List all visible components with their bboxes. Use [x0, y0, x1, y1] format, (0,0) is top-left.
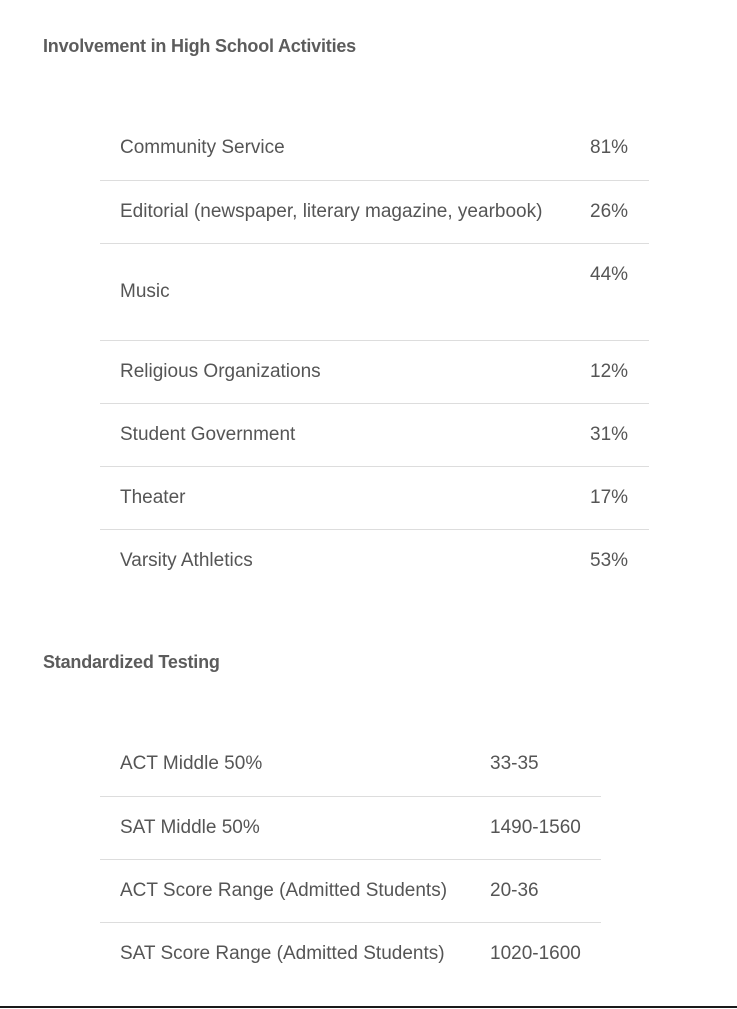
test-score: 33-35: [490, 753, 539, 775]
activity-label: Editorial (newspaper, literary magazine,…: [100, 179, 590, 243]
activity-percentage: 44%: [590, 242, 649, 340]
test-score: 1020-1600: [490, 921, 601, 985]
activity-label: Religious Organizations: [100, 339, 590, 403]
table-row: Religious Organizations 12%: [100, 339, 649, 403]
activity-label: Varsity Athletics: [100, 528, 590, 592]
activity-percentage: 12%: [590, 339, 649, 403]
activity-percentage: 53%: [590, 528, 649, 592]
activities-table: Community Service 81% Editorial (newspap…: [100, 117, 649, 592]
test-score: 20-36: [490, 858, 601, 922]
bottom-divider: [0, 1006, 737, 1008]
activity-percentage: 81%: [590, 137, 629, 159]
table-row: ACT Middle 50% 33-35: [100, 733, 601, 796]
activity-percentage: 17%: [590, 465, 649, 529]
activity-label: Community Service: [120, 137, 285, 159]
testing-table: ACT Middle 50% 33-35 SAT Middle 50% 1490…: [100, 733, 601, 985]
table-row: Community Service 81%: [100, 117, 649, 180]
table-row: Theater 17%: [100, 465, 649, 529]
table-row: Music 44%: [100, 242, 649, 340]
table-row: SAT Middle 50% 1490-1560: [100, 795, 601, 859]
test-score: 1490-1560: [490, 795, 601, 859]
test-label: SAT Middle 50%: [100, 795, 490, 859]
table-row: Student Government 31%: [100, 402, 649, 466]
activity-label: Student Government: [100, 402, 590, 466]
table-row: SAT Score Range (Admitted Students) 1020…: [100, 921, 601, 985]
table-row: ACT Score Range (Admitted Students) 20-3…: [100, 858, 601, 922]
testing-section-title: Standardized Testing: [43, 652, 220, 672]
test-label: ACT Middle 50%: [120, 753, 263, 775]
activity-percentage: 26%: [590, 179, 649, 243]
test-label: ACT Score Range (Admitted Students): [100, 858, 490, 922]
activity-percentage: 31%: [590, 402, 649, 466]
table-row: Editorial (newspaper, literary magazine,…: [100, 179, 649, 243]
activity-label: Theater: [100, 465, 590, 529]
table-row: Varsity Athletics 53%: [100, 528, 649, 592]
activity-label: Music: [100, 242, 590, 340]
activities-section-title: Involvement in High School Activities: [43, 36, 356, 56]
test-label: SAT Score Range (Admitted Students): [100, 921, 490, 985]
